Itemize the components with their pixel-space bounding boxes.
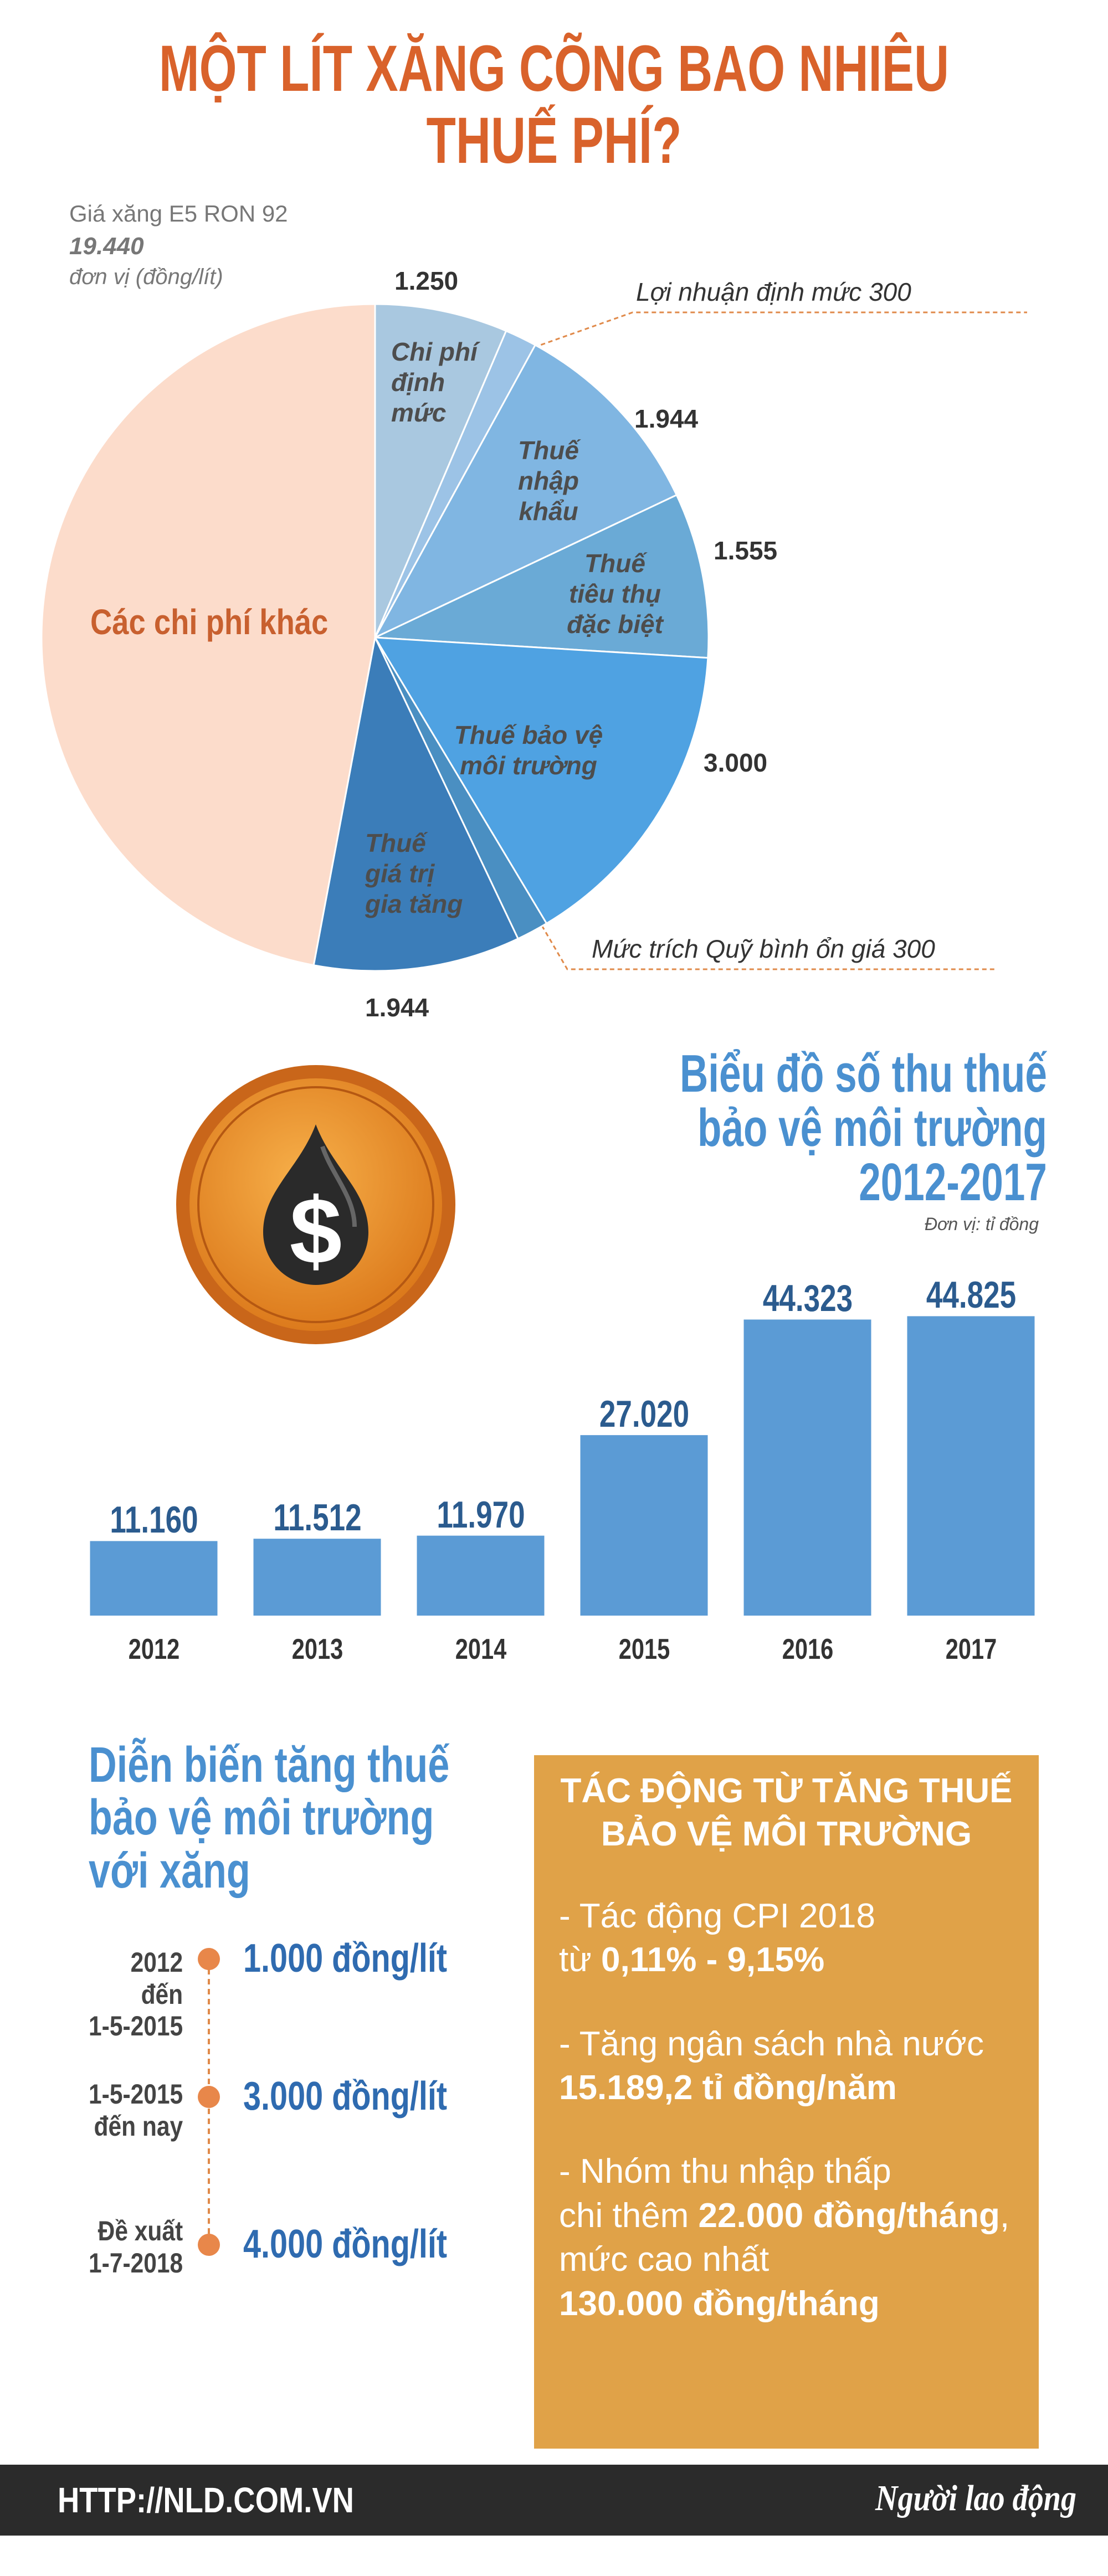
pie-total: 19.440 (69, 233, 144, 260)
timeline-period: 1-5-2015 đến nay (88, 2079, 183, 2142)
pie-price-label: Giá xăng E5 RON 92 (69, 200, 288, 227)
timeline-rate: 3.000 đồng/lít (243, 2074, 448, 2119)
timeline-period: 2012 đến 1-5-2015 (88, 1947, 183, 2042)
timeline-rate: 4.000 đồng/lít (243, 2222, 448, 2266)
pie-value-label: 300 (869, 277, 911, 306)
x-tick-label: 2016 (782, 1633, 833, 1665)
x-tick-label: 2012 (128, 1633, 179, 1665)
timeline-period: Đề xuất 1-7-2018 (88, 2215, 183, 2279)
pie-category-label: Các chi phí khác (90, 602, 329, 642)
pie-slice (40, 303, 376, 966)
x-tick-label: 2013 (291, 1633, 343, 1665)
icon-symbol: $ (289, 1179, 342, 1284)
impact-highlight: 15.189,2 tỉ đồng/năm (559, 2069, 897, 2107)
bar (907, 1316, 1035, 1616)
bar-value-label: 44.825 (926, 1274, 1016, 1317)
pie-category-label: Thuế bảo vệ môi trường (454, 721, 603, 780)
pie-callout: Mức trích Quỹ bình ổn giá 300 (592, 934, 935, 964)
bar (743, 1319, 871, 1616)
impact-highlight: 130.000 đồng/tháng (559, 2284, 880, 2323)
impact-highlight: 0,11% - 9,15% (601, 1941, 825, 1979)
pie-slice (375, 493, 710, 659)
title: MỘT LÍT XĂNG CÕNG BAO NHIÊU THUẾ PHÍ? (158, 32, 950, 177)
timeline-dot (198, 1948, 220, 1970)
impact-item: - Tác động CPI 2018 từ 0,11% - 9,15% (559, 1894, 1035, 1982)
bar-value-label: 11.512 (273, 1497, 362, 1539)
timeline-dot (198, 2234, 220, 2256)
x-tick-label: 2014 (455, 1633, 506, 1665)
timeline-rate: 1.000 đồng/lít (243, 1936, 448, 1981)
bar (417, 1535, 545, 1616)
pie-value-label: 1.944 (634, 404, 699, 433)
impact-list: - Tác động CPI 2018 từ 0,11% - 9,15% - Tă… (559, 1894, 1035, 2326)
impact-highlight: 22.000 đồng/tháng (698, 2196, 1000, 2235)
bar (90, 1541, 218, 1616)
pie-value-label: 300 (892, 934, 935, 963)
pie-callout: Lợi nhuận định mức 300 (636, 277, 911, 307)
pie-value-label: 1.944 (365, 993, 429, 1022)
footer-band (0, 2465, 1108, 2536)
impact-box (534, 1755, 1039, 2449)
pie-unit: đơn vị (đồng/lít) (69, 265, 223, 289)
pie-category-label: Mức trích Quỹ bình ổn giá (592, 934, 886, 963)
footer-brand: Người lao động (875, 2478, 1076, 2518)
leader-line (533, 912, 994, 970)
pie-slice (374, 303, 507, 638)
bar (580, 1435, 708, 1616)
pie-value-label: 1.555 (714, 536, 778, 565)
impact-title: TÁC ĐỘNG TỪ TĂNG THUẾ BẢO VỆ MÔI TRƯỜNG (560, 1772, 1013, 1853)
bar-value-label: 11.160 (109, 1499, 198, 1541)
pie-slice (373, 636, 709, 925)
pie-slice (373, 343, 678, 640)
oil-icon (176, 1065, 455, 1344)
pie-category-label: Thuế nhập khẩu (518, 436, 579, 526)
impact-text: - Tăng ngân sách nhà nước (559, 2024, 984, 2063)
timeline-dot (198, 2086, 220, 2108)
impact-text: - Tác động CPI 2018 từ (559, 1897, 875, 1979)
pie-category-label: Lợi nhuận định mức (636, 277, 862, 306)
pie-value-label: 1.250 (394, 266, 459, 295)
impact-item: - Nhóm thu nhập thấp chi thêm 22.000 đồn… (559, 2150, 1035, 2325)
bar-value-label: 11.970 (436, 1493, 525, 1536)
bar-value-label: 44.323 (762, 1277, 853, 1320)
pie-category-label: Thuế giá trị gia tăng (365, 829, 463, 919)
x-tick-label: 2017 (945, 1633, 997, 1665)
x-tick-label: 2015 (618, 1633, 670, 1665)
footer-url: HTTP://NLD.COM.VN (58, 2480, 354, 2520)
pie-slice (312, 635, 520, 972)
impact-text: , mức cao nhất (559, 2196, 1010, 2279)
pie-value-label: 3.000 (704, 748, 768, 777)
bar-title: Biểu đồ số thu thuế bảo vệ môi trường 20… (680, 1044, 1047, 1212)
bar-value-label: 27.020 (599, 1393, 689, 1436)
impact-text: - Nhóm thu nhập thấp chi thêm (559, 2152, 891, 2235)
bar (253, 1539, 381, 1616)
pie-category-label: Chi phí định mức (391, 337, 478, 428)
bar-unit: Đơn vị: tỉ đồng (924, 1214, 1039, 1234)
timeline-title: Diễn biến tăng thuế bảo vệ môi trường vớ… (89, 1737, 450, 1899)
pie-category-label: Thuế tiêu thụ đặc biệt (567, 549, 663, 639)
leader-line (526, 311, 1027, 351)
impact-item: - Tăng ngân sách nhà nước 15.189,2 tỉ đồ… (559, 2022, 1035, 2110)
